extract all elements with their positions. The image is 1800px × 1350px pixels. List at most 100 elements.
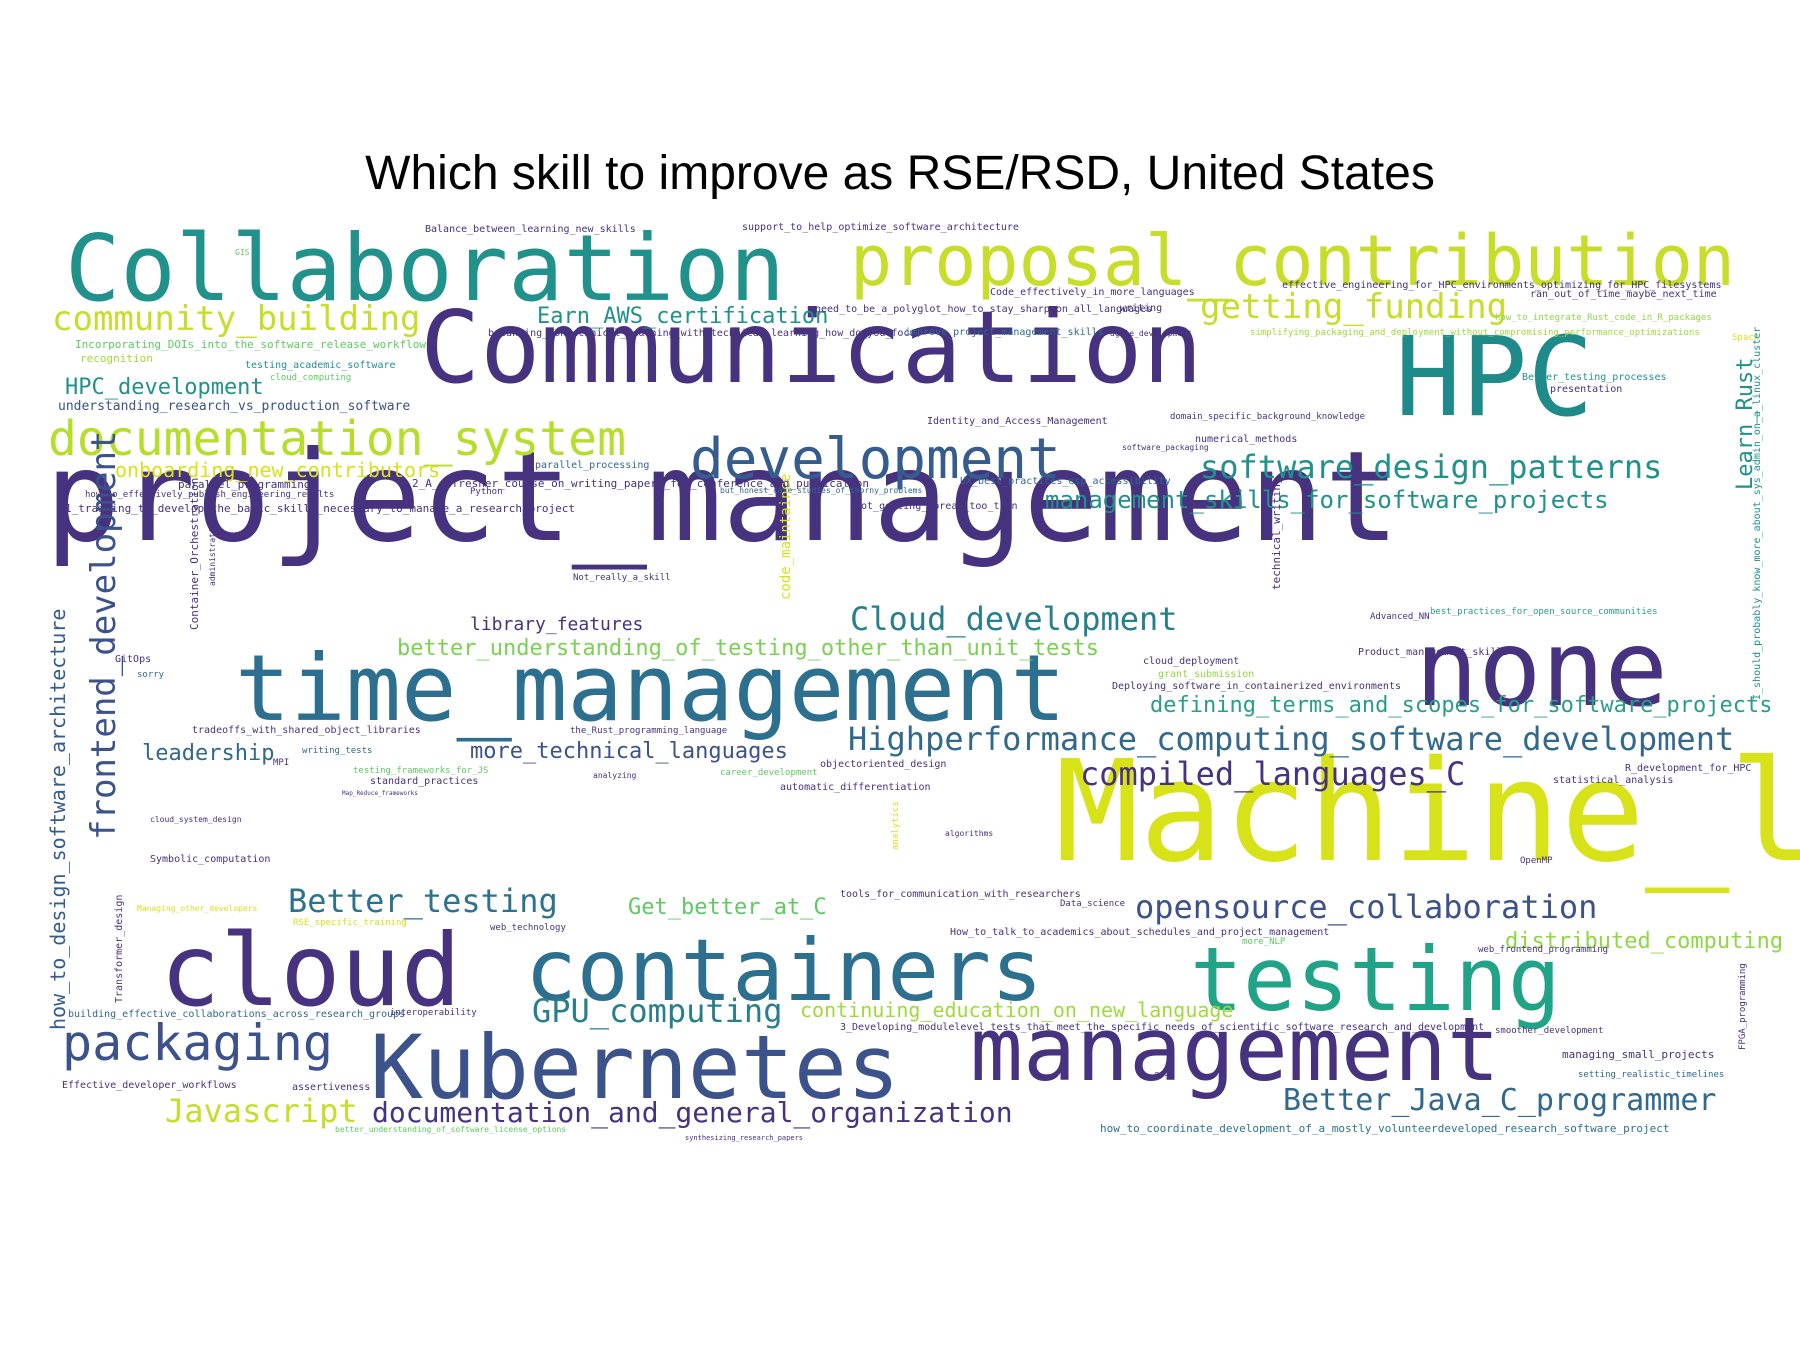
cloud-word: GIS (235, 248, 250, 257)
cloud-word: parallel_programming (178, 478, 310, 491)
cloud-word: managing_small_projects (1562, 1048, 1714, 1061)
cloud-word: sorry (137, 670, 165, 680)
cloud-word: best_practices_for_open_source_communiti… (1430, 607, 1658, 617)
cloud-word: standard_practices (370, 776, 478, 787)
cloud-word: technical_writing (1270, 477, 1283, 590)
cloud-word: Symbolic_computation (150, 854, 270, 865)
cloud-word: career_development (720, 768, 818, 778)
cloud-word: ran_out_of_time_maybe_next_time (1530, 289, 1717, 300)
cloud-word: onboarding_new_contributors (115, 458, 440, 482)
cloud-word: 2_A_refresher_course_on_writing_papers_f… (412, 477, 869, 490)
cloud-word: Code_effectively_in_more_languages (990, 287, 1195, 298)
cloud-word: Balance_between_learning_new_skills (425, 224, 636, 235)
cloud-word: effective_engineering_for_HPC_environmen… (1282, 280, 1722, 291)
cloud-word: numerical_methods (1195, 434, 1297, 445)
cloud-word: Earn_AWS_certification (537, 304, 828, 329)
cloud-word: Map_Reduce_frameworks (342, 790, 418, 797)
cloud-word: how_to_coordinate_development_of_a_mostl… (1100, 1122, 1670, 1135)
cloud-word: web_frontend_programming (1478, 945, 1608, 955)
cloud-word: objectoriented_design (820, 759, 946, 770)
cloud-word: administration (208, 518, 217, 586)
cloud-word: proposal_contribution (850, 220, 1735, 302)
cloud-word: analyzing (593, 771, 637, 780)
cloud-word: defining_terms_and_scopes_for_software_p… (1150, 693, 1773, 718)
cloud-word: packaging (62, 1014, 333, 1072)
cloud-word: but_honest_case_studies_of_thorny_proble… (720, 486, 922, 495)
cloud-word: UX_best_practices_esp_accessibility (960, 476, 1171, 487)
cloud-word: Highperformance_computing_software_devel… (848, 720, 1734, 758)
cloud-word: simplifying_packaging_and_deployment_wit… (1250, 328, 1700, 338)
cloud-word: Deploying_software_in_containerized_envi… (1112, 681, 1401, 692)
cloud-word: Incorporating_DOIs_into_the_software_rel… (75, 338, 426, 351)
cloud-word: how_to_integrate_Rust_code_in_R_packages (1495, 313, 1712, 323)
cloud-word: testing (1190, 928, 1561, 1031)
cloud-word: web_technology (490, 923, 566, 933)
cloud-word: analytics (891, 801, 901, 850)
cloud-word: Javascript (165, 1092, 358, 1130)
cloud-word: Machine_learning (1055, 731, 1800, 894)
cloud-word: smoother_development (1495, 1026, 1603, 1036)
cloud-word: cloud_computing (270, 373, 351, 383)
cloud-word: Transformer_design (114, 895, 125, 1003)
cloud-word: better_understanding_of_software_license… (335, 1125, 566, 1134)
cloud-word: HPC_development (65, 375, 264, 400)
cloud-word: How_to_talk_to_academics_about_schedules… (950, 927, 1329, 938)
cloud-word: automatic_differentiation (780, 782, 931, 793)
cloud-word: 1_training_to_develop_the_basic_skills_n… (65, 502, 575, 515)
cloud-word: presentation (1550, 384, 1622, 395)
cloud-word: support_to_help_optimize_software_archit… (742, 222, 1019, 233)
cloud-word: documentation_system (48, 411, 626, 467)
cloud-word: how_to_design_software_architecture (46, 609, 70, 1030)
cloud-word: Data_science (1060, 899, 1125, 909)
cloud-word: GitOps (115, 654, 151, 665)
cloud-word: recognition (80, 352, 153, 365)
cloud-word: RSE_specific_training (293, 918, 407, 928)
cloud-word: FPGA_programming (1738, 963, 1748, 1050)
cloud-word: writing_tests (302, 746, 372, 756)
cloud-word: continuing_education_on_new_language (800, 998, 1233, 1022)
cloud-word: management (970, 998, 1500, 1101)
cloud-word: time_management (235, 635, 1066, 742)
cloud-word: parallel_processing (535, 460, 649, 471)
cloud-word: I_should_probably_know_more_about_sys_ad… (1752, 327, 1763, 700)
cloud-word: balancing_nontechnical_learning_with_tec… (488, 328, 921, 339)
cloud-word: setting_realistic_timelines (1578, 1070, 1724, 1080)
cloud-word: Python (470, 487, 503, 497)
cloud-word: grant_submission (1158, 669, 1254, 680)
cloud-word: Get_better_at_C (628, 895, 827, 920)
cloud-word: code_maintaince (778, 474, 794, 600)
cloud-word: Collaboration (65, 215, 785, 322)
cloud-word: cloud_system_design (150, 815, 242, 824)
cloud-word: writing (1120, 303, 1162, 314)
cloud-word: Communication (420, 289, 1203, 406)
cloud-word: opensource_collaboration (1135, 888, 1597, 926)
cloud-word: management_skills_for_software_projects (1045, 486, 1609, 514)
cloud-word: synthesizing_research_papers (685, 1134, 803, 1142)
cloud-word: distributed_computing (1505, 929, 1783, 954)
cloud-word: Managing_other_developers (137, 904, 258, 913)
cloud-word: Better_Java_C_programmer (1283, 1083, 1716, 1118)
cloud-word: containers (525, 921, 1043, 1021)
cloud-word: Product_management_skills (1358, 647, 1509, 658)
cloud-word: software_design_patterns (1200, 448, 1662, 486)
cloud-word: OpenMP (1520, 856, 1553, 866)
cloud-word: HPC (1395, 313, 1594, 441)
cloud-word: better_understanding_of_testing_other_th… (397, 636, 1099, 661)
cloud-word: MPI (273, 758, 289, 768)
cloud-word: cloud_deployment (1143, 656, 1239, 667)
cloud-word: leadership (142, 741, 274, 766)
cloud-word: compiled_languages_C (1080, 755, 1465, 793)
cloud-word: not_getting_spread_too_thin (855, 501, 1018, 512)
cloud-word: R_development_for_HPC (1625, 763, 1751, 774)
cloud-word: GPU_computing (532, 992, 782, 1030)
cloud-word: library_features (470, 614, 643, 635)
cloud-word: getting_funding (1200, 287, 1507, 327)
cloud-word: Spack (1732, 333, 1760, 343)
cloud-word: statistical_analysis (1553, 775, 1673, 786)
cloud-word: agile_development (1110, 329, 1192, 338)
cloud-word: Kubernetes (370, 1016, 900, 1119)
figure-title: Which skill to improve as RSE/RSD, Unite… (365, 147, 1435, 200)
cloud-word: software_packaging (1122, 443, 1209, 452)
cloud-word: math (1155, 1070, 1172, 1078)
cloud-word: Effective_developer_workflows (62, 1080, 237, 1091)
